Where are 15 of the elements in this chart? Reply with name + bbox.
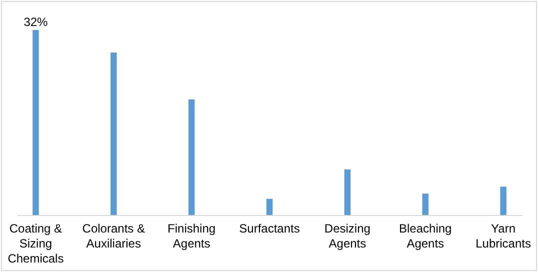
x-tick-label: Bleaching Agents — [399, 222, 452, 250]
bar — [344, 169, 351, 215]
bar — [422, 194, 428, 215]
bar — [32, 30, 39, 215]
bar — [110, 52, 117, 215]
x-tick-label: Desizing Agents — [324, 222, 370, 250]
x-tick-label: Coating & Sizing Chemicals — [8, 222, 64, 266]
x-tick-label: Colorants & Auxiliaries — [82, 222, 145, 250]
data-label: 32% — [24, 15, 48, 29]
bar — [500, 186, 506, 215]
x-tick-label: Yarn Lubricants — [476, 222, 531, 250]
x-tick-label: Surfactants — [239, 222, 300, 236]
bar — [188, 99, 195, 215]
bar — [266, 198, 273, 215]
x-tick-label: Finishing Agents — [168, 222, 216, 250]
